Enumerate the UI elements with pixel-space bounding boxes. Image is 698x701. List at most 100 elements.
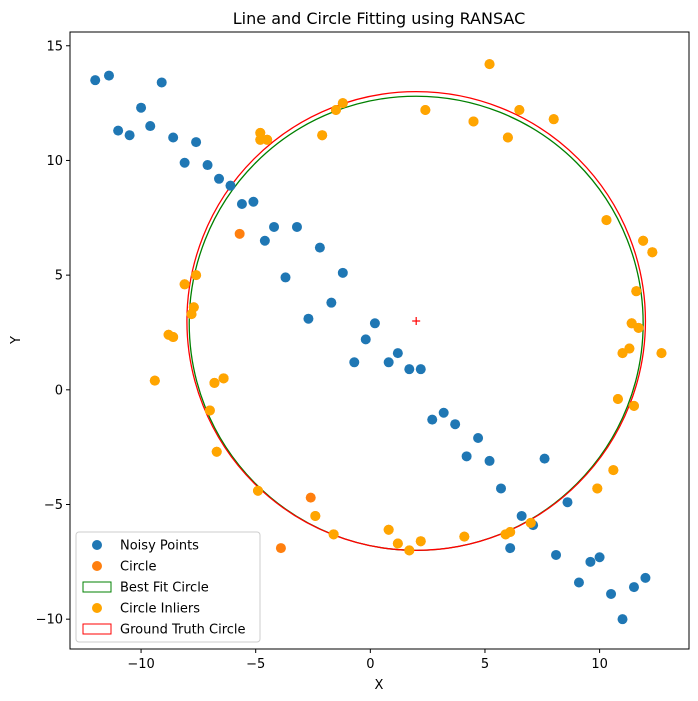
inlier-point	[415, 536, 426, 547]
noisy-point	[415, 364, 426, 375]
noisy-point	[349, 357, 360, 368]
noisy-point	[539, 453, 550, 464]
inlier-point	[218, 373, 229, 384]
ground-truth-circle	[186, 90, 647, 552]
center-marker	[412, 317, 421, 326]
legend-marker	[92, 540, 102, 550]
legend-label: Noisy Points	[120, 539, 199, 554]
legend-box	[75, 531, 261, 643]
circle-point	[275, 543, 286, 554]
legend-label: Best Fit Circle	[120, 581, 209, 596]
inlier-point	[310, 510, 321, 521]
inlier-point	[149, 375, 160, 386]
noisy-point	[259, 235, 270, 246]
x-tick-label: −10	[127, 657, 154, 672]
inlier-point	[404, 545, 415, 556]
inlier-point	[191, 270, 202, 281]
x-tick-label: 5	[481, 657, 489, 672]
inlier-point	[505, 527, 516, 538]
noisy-point	[617, 614, 628, 625]
noisy-point	[562, 497, 573, 508]
noisy-point	[90, 75, 101, 86]
inlier-point	[459, 531, 470, 542]
plot-frame	[69, 31, 690, 650]
series-circle-points	[149, 59, 667, 556]
inlier-point	[420, 104, 431, 115]
legend-marker	[92, 561, 102, 571]
chart-title: Line and Circle Fitting using RANSAC	[233, 9, 525, 28]
inlier-point	[211, 446, 222, 457]
noisy-point	[450, 419, 461, 430]
inlier-point	[168, 332, 179, 343]
legend-label: Circle Inliers	[120, 602, 200, 617]
y-axis-ticks: −10 −5 0 5 10 15	[36, 39, 70, 628]
inlier-point	[628, 400, 639, 411]
noisy-point	[303, 313, 314, 324]
series-noisy-points	[90, 70, 651, 625]
inlier-point	[608, 465, 619, 476]
inlier-point	[612, 393, 623, 404]
noisy-point	[214, 173, 225, 184]
legend-marker	[92, 603, 102, 613]
noisy-point	[314, 242, 325, 253]
x-tick-label: 0	[366, 657, 374, 672]
noisy-point	[640, 572, 651, 583]
noisy-point	[594, 552, 605, 563]
circle-point	[305, 492, 316, 503]
inlier-point	[337, 98, 348, 109]
inlier-point	[317, 130, 328, 141]
inlier-point	[383, 524, 394, 535]
legend-label: Circle	[120, 560, 157, 575]
noisy-point	[191, 137, 202, 148]
inlier-point	[624, 343, 635, 354]
noisy-point	[124, 130, 135, 141]
y-tick-label: 5	[55, 269, 63, 284]
inlier-point	[392, 538, 403, 549]
inlier-point	[262, 134, 273, 145]
inlier-point	[468, 116, 479, 127]
noisy-point	[551, 549, 562, 560]
noisy-point	[473, 432, 484, 443]
inlier-point	[328, 529, 339, 540]
inlier-point	[592, 483, 603, 494]
noisy-point	[326, 297, 337, 308]
noisy-point	[291, 221, 302, 232]
noisy-point	[269, 221, 280, 232]
y-axis-label: Y	[9, 336, 24, 345]
noisy-point	[113, 125, 124, 136]
y-tick-label: 15	[46, 39, 63, 54]
noisy-point	[505, 543, 516, 554]
noisy-point	[168, 132, 179, 143]
inlier-point	[601, 215, 612, 226]
legend-patch	[82, 581, 112, 593]
inlier-point	[525, 517, 536, 528]
legend-label: Ground Truth Circle	[120, 623, 246, 638]
y-tick-label: −10	[36, 613, 63, 628]
y-tick-label: 0	[55, 383, 63, 398]
inlier-point	[255, 127, 266, 138]
legend-entry-ground_truth: Ground Truth Circle	[82, 623, 246, 638]
scatter-points	[90, 59, 667, 625]
noisy-point	[136, 102, 147, 113]
noisy-point	[337, 267, 348, 278]
x-tick-label: 10	[591, 657, 608, 672]
inlier-point	[252, 485, 263, 496]
circle-curves	[186, 90, 647, 552]
legend-entry-circle: Circle	[92, 560, 157, 575]
inlier-point	[638, 235, 649, 246]
noisy-point	[236, 199, 247, 210]
noisy-point	[484, 455, 495, 466]
inlier-point	[502, 132, 513, 143]
inlier-point	[548, 114, 559, 125]
legend: Noisy Points Circle Best Fit Circle Circle …	[75, 531, 261, 643]
x-axis-label: X	[375, 678, 384, 693]
series-inlier-points	[149, 59, 667, 556]
noisy-point	[516, 510, 527, 521]
noisy-point	[427, 414, 438, 425]
inlier-point	[656, 348, 667, 359]
noisy-point	[156, 77, 167, 88]
legend-entry-best_fit: Best Fit Circle	[82, 581, 209, 596]
noisy-point	[383, 357, 394, 368]
noisy-point	[202, 160, 213, 171]
noisy-point	[585, 556, 596, 567]
